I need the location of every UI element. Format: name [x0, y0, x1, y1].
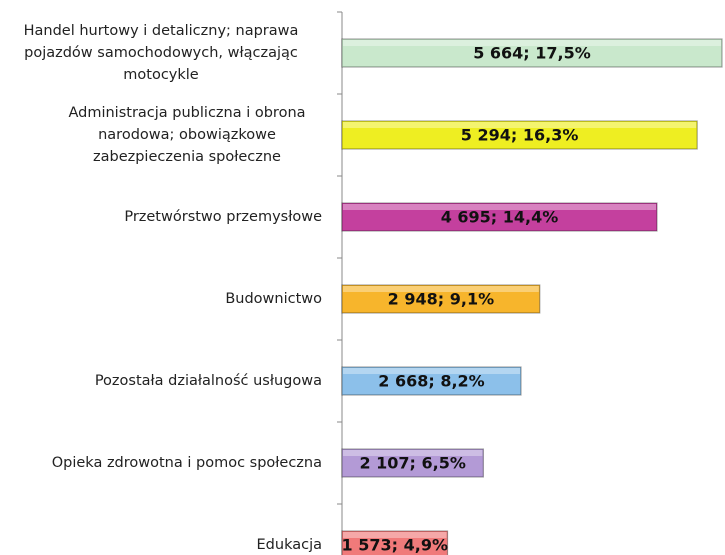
bar	[341, 448, 484, 478]
value-label: 5 664; 17,5%	[473, 44, 591, 63]
category-text: Budownictwo	[225, 291, 322, 307]
category-text: Edukacja	[256, 537, 322, 553]
category-label: Pozostała działalność usługowa	[95, 370, 322, 392]
category-label: Edukacja	[257, 534, 322, 555]
bar-highlight	[343, 450, 483, 456]
category-text: Przetwórstwo przemysłowe	[124, 209, 322, 225]
category-text: Pozostała działalność usługowa	[94, 373, 322, 389]
value-label: 4 695; 14,4%	[441, 208, 559, 227]
bar-highlight	[343, 286, 539, 292]
category-label: Opieka zdrowotna i pomoc społeczna	[52, 452, 322, 474]
value-label: 5 294; 16,3%	[461, 126, 579, 145]
bar-highlight	[343, 368, 520, 374]
category-label: Budownictwo	[225, 288, 322, 310]
bar-highlight	[343, 532, 447, 538]
category-text: Handel hurtowy i detaliczny; naprawa poj…	[23, 23, 299, 83]
category-text: Administracja publiczna i obrona narodow…	[68, 105, 306, 165]
value-label: 2 668; 8,2%	[378, 372, 484, 391]
value-label: 2 948; 9,1%	[388, 290, 494, 309]
bar	[341, 38, 723, 68]
bar	[341, 202, 658, 232]
bar-highlight	[343, 40, 721, 46]
category-label: Przetwórstwo przemysłowe	[124, 206, 322, 228]
bar	[341, 366, 522, 396]
bar	[341, 120, 698, 150]
bar-highlight	[343, 122, 697, 128]
category-label: Handel hurtowy i detaliczny; naprawa poj…	[0, 20, 322, 86]
category-label: Administracja publiczna i obrona narodow…	[52, 102, 322, 168]
bar	[341, 530, 449, 555]
bar-highlight	[343, 204, 656, 210]
category-text: Opieka zdrowotna i pomoc społeczna	[51, 455, 322, 471]
bar	[341, 284, 541, 314]
value-label: 1 573; 4,9%	[342, 536, 448, 555]
value-label: 2 107; 6,5%	[359, 454, 465, 473]
